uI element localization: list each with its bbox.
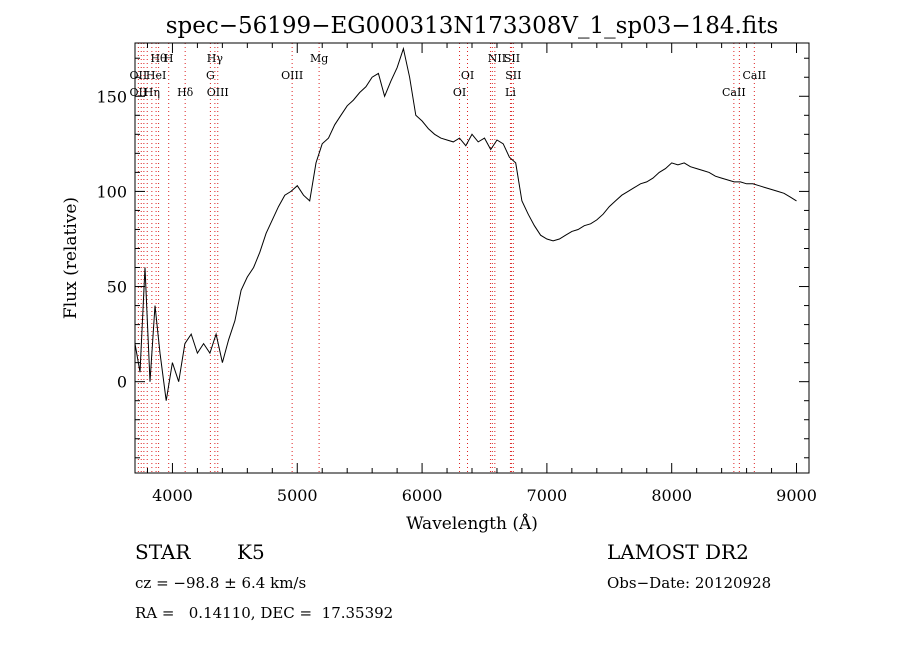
line-label: CaII <box>742 69 766 82</box>
plot-frame <box>134 42 810 474</box>
line-label: OI <box>453 86 466 99</box>
survey-name: LAMOST DR2 <box>607 540 749 564</box>
y-axis-ticks: 0 50 100 150 <box>96 57 809 459</box>
line-label: CaII <box>722 86 746 99</box>
line-label: Li <box>505 86 516 99</box>
line-label: H <box>164 52 174 65</box>
line-label: HeI <box>146 69 166 82</box>
line-label: Hθ <box>150 52 167 65</box>
y-tick-label: 150 <box>96 87 127 106</box>
sky-coordinates: RA = 0.14110, DEC = 17.35392 <box>135 604 394 622</box>
line-label: Hη <box>144 86 160 99</box>
line-label: Mg <box>310 52 328 65</box>
line-label: OI <box>461 69 474 82</box>
x-tick-label: 4000 <box>152 486 193 505</box>
spectrum-line <box>134 46 797 401</box>
emission-line-markers <box>137 43 755 473</box>
line-label: OII <box>130 69 148 82</box>
line-label: OIII <box>281 69 303 82</box>
line-label: Hδ <box>177 86 194 99</box>
y-tick-label: 0 <box>117 373 127 392</box>
chart-title: spec−56199−EG000313N173308V_1_sp03−184.f… <box>166 13 779 39</box>
x-tick-label: 7000 <box>527 486 568 505</box>
line-label: G <box>206 69 215 82</box>
line-label: Hγ <box>207 52 224 65</box>
x-tick-label: 8000 <box>651 486 692 505</box>
x-tick-label: 6000 <box>402 486 443 505</box>
spectral-subclass: K5 <box>237 540 265 564</box>
redshift-readout: cz = −98.8 ± 6.4 km/s <box>135 574 307 592</box>
line-label: OII <box>130 86 148 99</box>
x-axis-ticks: 4000 5000 6000 7000 8000 9000 <box>146 43 817 505</box>
observation-date: Obs−Date: 20120928 <box>607 574 772 592</box>
line-label: OIII <box>207 86 229 99</box>
line-label: SII <box>504 52 520 65</box>
y-axis-label: Flux (relative) <box>61 197 81 319</box>
line-label: SII <box>505 69 521 82</box>
x-tick-label: 9000 <box>776 486 817 505</box>
line-label: NII <box>488 52 506 65</box>
x-tick-label: 5000 <box>277 486 318 505</box>
object-class: STAR <box>135 540 191 564</box>
y-tick-label: 100 <box>96 182 127 201</box>
y-tick-label: 50 <box>107 278 127 297</box>
x-axis-label: Wavelength (Å) <box>406 513 538 534</box>
